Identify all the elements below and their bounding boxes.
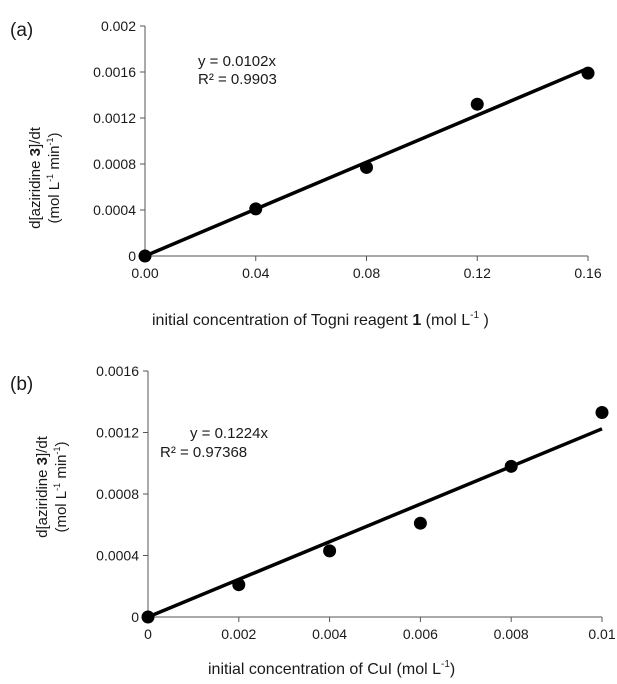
panel-b-y-tick-label: 0 [131, 609, 139, 625]
panel-b-y-axis-title: d[aziridine 3]/dt (mol L-1 min-1) [34, 435, 70, 538]
panel-b-data-point [232, 578, 246, 592]
panel-a-y-tick-label: 0.0004 [93, 202, 136, 218]
panel-a-x-tick-label: 0.00 [131, 265, 158, 281]
panel-a-data-point [581, 66, 595, 80]
panel-a-y-tick-label: 0.002 [101, 18, 136, 34]
panel-a-y-tick-label: 0.0016 [93, 64, 136, 80]
panel-a-trendline-equation: y = 0.0102x [198, 53, 276, 70]
panel-b-data-point [595, 406, 609, 420]
panel-b-x-tick-label: 0.006 [403, 626, 438, 642]
panel-b-y-tick-label: 0.0004 [96, 548, 139, 564]
panel-b-data-point [141, 610, 155, 624]
panel-a-ylabel-line1: d[aziridine 3]/dt [27, 126, 44, 229]
panel-a-x-tick-label: 0.04 [242, 265, 269, 281]
panel-b-x-tick-label: 0.008 [494, 626, 529, 642]
panel-b-data-point [504, 459, 518, 473]
panel-b-data-point [323, 544, 337, 558]
panel-b-trendline-equation: y = 0.1224x [190, 425, 268, 442]
panel-b-x-tick-label: 0.004 [312, 626, 347, 642]
panel-a-data-point [138, 249, 152, 263]
panel-a-plot-area: 0.00 0.04 0.08 0.12 0.16 0 0.0004 0.0008 0.0012 0… [93, 18, 602, 281]
panel-a: (a) d[aziridine 3]/dt (mol L-1 min-1) 0.… [10, 18, 602, 329]
panel-b-trendline [147, 427, 603, 619]
panel-b-y-tick-label: 0.0016 [96, 363, 139, 379]
panel-a-y-axis-title: d[aziridine 3]/dt (mol L-1 min-1) [27, 126, 63, 229]
panel-a-label: (a) [10, 20, 33, 41]
panel-b-ylabel-line1: d[aziridine 3]/dt [34, 435, 51, 538]
panel-a-x-axis-title: initial concentration of Togni reagent 1… [152, 310, 489, 329]
panel-a-x-tick-label: 0.08 [353, 265, 380, 281]
panel-a-data-point [360, 160, 373, 174]
panel-a-data-point [470, 97, 484, 111]
panel-a-x-tick-label: 0.12 [464, 265, 491, 281]
panel-b-data-point [413, 516, 427, 530]
panel-a-y-tick-label: 0.0012 [93, 110, 136, 126]
panel-a-y-tick-label: 0.0008 [93, 156, 136, 172]
panel-b-x-tick-label: 0 [144, 626, 152, 642]
panel-a-trendline-r2: R² = 0.9903 [198, 71, 277, 88]
panel-b-plot-area: 0 0.002 0.004 0.006 0.008 0.01 0 0.0004 0.0008 0.… [96, 363, 616, 642]
panel-b-x-tick-label: 0.01 [588, 626, 615, 642]
panel-b-y-tick-label: 0.0008 [96, 486, 139, 502]
panel-a-ylabel-line2: (mol L-1 min-1) [45, 132, 63, 223]
panel-b-ylabel-line2: (mol L-1 min-1) [52, 441, 70, 532]
panel-a-data-point [249, 202, 263, 216]
panel-b-trendline-r2: R² = 0.97368 [160, 444, 247, 461]
panel-b-x-axis-title: initial concentration of CuI (mol L-1) [208, 659, 455, 678]
panel-b-label: (b) [10, 374, 33, 395]
panel-a-y-tick-label: 0 [128, 248, 136, 264]
panel-a-x-tick-label: 0.16 [574, 265, 601, 281]
panel-b-x-tick-label: 0.002 [221, 626, 256, 642]
panel-b-y-tick-label: 0.0012 [96, 425, 139, 441]
